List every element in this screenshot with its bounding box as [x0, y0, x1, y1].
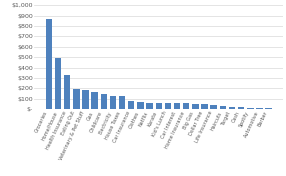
Bar [256, 108, 263, 109]
Bar [210, 105, 217, 109]
Bar [73, 89, 80, 109]
Bar [220, 106, 226, 109]
Bar [82, 90, 89, 109]
Bar [165, 103, 171, 109]
Bar [201, 104, 208, 109]
Bar [146, 103, 153, 109]
Bar [192, 104, 198, 109]
Bar [64, 75, 70, 109]
Bar [265, 108, 272, 109]
Bar [101, 94, 107, 109]
Bar [238, 107, 244, 109]
Bar [55, 58, 61, 109]
Bar [46, 19, 52, 109]
Bar [247, 108, 253, 109]
Bar [119, 96, 125, 109]
Bar [137, 102, 144, 109]
Bar [174, 103, 180, 109]
Bar [156, 103, 162, 109]
Bar [128, 101, 134, 109]
Bar [183, 103, 189, 109]
Bar [92, 92, 98, 109]
Bar [110, 96, 116, 109]
Bar [229, 106, 235, 109]
